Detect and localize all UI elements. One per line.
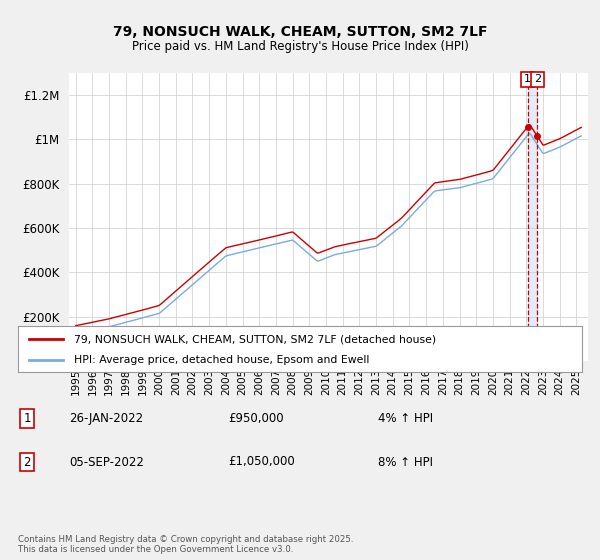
Text: HPI: Average price, detached house, Epsom and Ewell: HPI: Average price, detached house, Epso… xyxy=(74,354,370,365)
Text: Contains HM Land Registry data © Crown copyright and database right 2025.
This d: Contains HM Land Registry data © Crown c… xyxy=(18,535,353,554)
Text: 4% ↑ HPI: 4% ↑ HPI xyxy=(378,412,433,425)
Text: 1: 1 xyxy=(524,74,531,85)
Text: £1,050,000: £1,050,000 xyxy=(228,455,295,469)
Text: 79, NONSUCH WALK, CHEAM, SUTTON, SM2 7LF: 79, NONSUCH WALK, CHEAM, SUTTON, SM2 7LF xyxy=(113,25,487,39)
Text: Price paid vs. HM Land Registry's House Price Index (HPI): Price paid vs. HM Land Registry's House … xyxy=(131,40,469,53)
Text: £950,000: £950,000 xyxy=(228,412,284,425)
Text: 1: 1 xyxy=(23,412,31,425)
Text: 2: 2 xyxy=(534,74,541,85)
Bar xyxy=(527,73,538,361)
Text: 05-SEP-2022: 05-SEP-2022 xyxy=(69,455,144,469)
Text: 79, NONSUCH WALK, CHEAM, SUTTON, SM2 7LF (detached house): 79, NONSUCH WALK, CHEAM, SUTTON, SM2 7LF… xyxy=(74,334,437,344)
Text: 26-JAN-2022: 26-JAN-2022 xyxy=(69,412,143,425)
Text: 8% ↑ HPI: 8% ↑ HPI xyxy=(378,455,433,469)
Text: 2: 2 xyxy=(23,455,31,469)
